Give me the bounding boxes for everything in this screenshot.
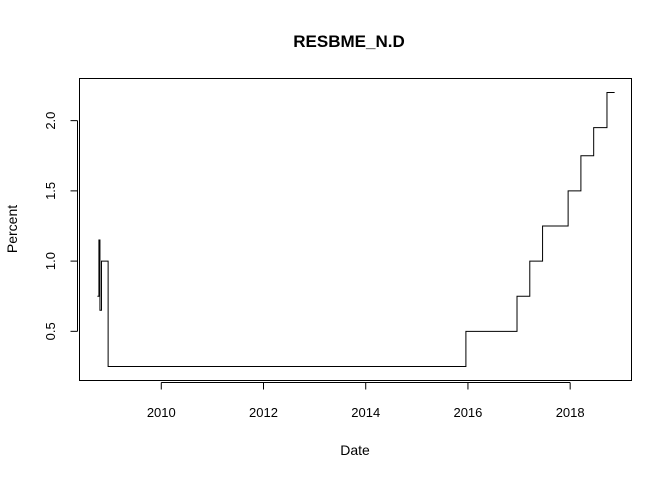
x-tick-label: 2010 — [147, 405, 176, 420]
plot-frame — [79, 78, 632, 381]
series-group — [97, 92, 615, 367]
x-tick-label: 2014 — [351, 405, 380, 420]
x-tick-label: 2016 — [453, 405, 482, 420]
y-tick-label: 1.5 — [43, 182, 58, 200]
series-line — [97, 92, 615, 367]
x-axis: 2010 2012 2014 2016 2018 — [147, 382, 585, 420]
x-tick-label: 2012 — [249, 405, 278, 420]
y-tick-label: 2.0 — [43, 112, 58, 130]
y-axis-label: Percent — [4, 205, 20, 253]
chart-title: RESBME_N.D — [293, 32, 404, 51]
y-tick-label: 0.5 — [43, 322, 58, 340]
y-axis: 0.5 1.0 1.5 2.0 — [43, 112, 78, 340]
x-tick-label: 2018 — [556, 405, 585, 420]
x-axis-label: Date — [340, 442, 370, 458]
y-tick-label: 1.0 — [43, 252, 58, 270]
